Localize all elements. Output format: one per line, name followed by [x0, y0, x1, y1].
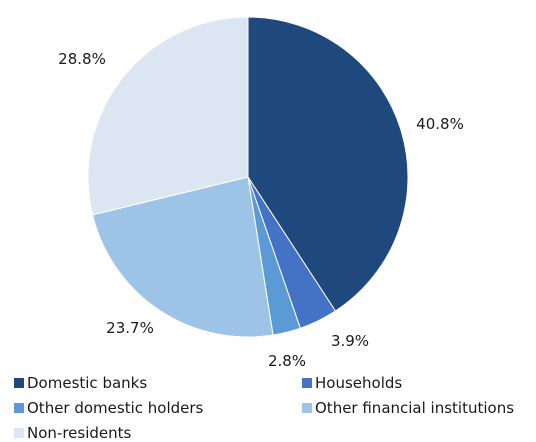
- slice-labels: 40.8% 3.9% 2.8% 23.7% 28.8%: [58, 50, 464, 370]
- legend-item: Non-residents: [14, 424, 131, 442]
- slice-value-label: 2.8%: [268, 352, 306, 370]
- legend-label: Non-residents: [27, 424, 132, 442]
- legend-swatch: [14, 403, 24, 413]
- slice-value-label: 3.9%: [331, 332, 369, 350]
- pie-slices: [87, 16, 409, 338]
- slice-value-label: 40.8%: [416, 115, 464, 133]
- legend-label: Other financial institutions: [315, 399, 515, 417]
- legend-swatch: [302, 378, 312, 388]
- legend-label: Households: [315, 374, 403, 392]
- pie-chart: 40.8% 3.9% 2.8% 23.7% 28.8%: [58, 16, 464, 370]
- legend-item: Households: [302, 374, 402, 392]
- legend-swatch: [14, 428, 24, 438]
- legend-item: Domestic banks: [14, 374, 147, 392]
- legend-label: Domestic banks: [27, 374, 148, 392]
- legend-item: Other domestic holders: [14, 399, 203, 417]
- pie-slice-other-financial-institutions: [91, 176, 274, 338]
- legend-swatch: [14, 378, 24, 388]
- pie-slice-non-residents: [87, 16, 249, 216]
- legend-item: Other financial institutions: [302, 399, 514, 417]
- legend-swatch: [302, 403, 312, 413]
- legend-label: Other domestic holders: [27, 399, 204, 417]
- slice-value-label: 23.7%: [106, 319, 154, 337]
- slice-value-label: 28.8%: [58, 50, 106, 68]
